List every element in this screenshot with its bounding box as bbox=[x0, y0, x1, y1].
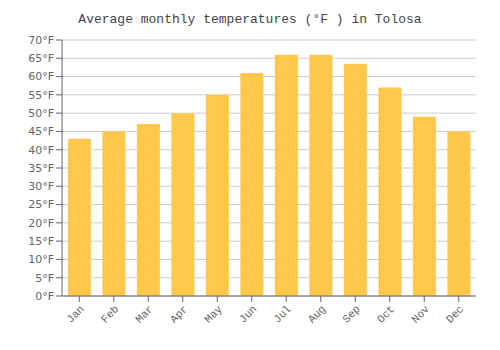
svg-text:Jun: Jun bbox=[237, 303, 259, 325]
svg-text:5°F: 5°F bbox=[35, 272, 54, 285]
svg-text:15°F: 15°F bbox=[28, 235, 54, 248]
svg-text:Mar: Mar bbox=[133, 303, 155, 325]
svg-text:Jul: Jul bbox=[271, 303, 293, 325]
svg-text:45°F: 45°F bbox=[28, 125, 54, 138]
svg-text:Nov: Nov bbox=[409, 303, 432, 326]
svg-text:25°F: 25°F bbox=[28, 198, 54, 211]
svg-text:Feb: Feb bbox=[99, 303, 121, 325]
svg-text:50°F: 50°F bbox=[28, 107, 54, 120]
svg-text:Aug: Aug bbox=[306, 303, 328, 325]
svg-text:55°F: 55°F bbox=[28, 89, 54, 102]
svg-text:65°F: 65°F bbox=[28, 52, 54, 65]
svg-text:Jan: Jan bbox=[64, 303, 86, 325]
svg-text:60°F: 60°F bbox=[28, 70, 54, 83]
html-text:Average monthly temperatures (: Average monthly temperatures (°F ) in To… bbox=[78, 12, 422, 27]
svg-text:70°F: 70°F bbox=[28, 34, 54, 47]
svg-text:Sep: Sep bbox=[340, 303, 362, 325]
svg-text:Apr: Apr bbox=[168, 303, 190, 325]
svg-text:30°F: 30°F bbox=[28, 180, 54, 193]
svg-text:Oct: Oct bbox=[375, 303, 397, 325]
svg-text:35°F: 35°F bbox=[28, 162, 54, 175]
svg-text:10°F: 10°F bbox=[28, 253, 54, 266]
svg-text:Dec: Dec bbox=[444, 303, 466, 325]
svg-text:May: May bbox=[202, 303, 225, 326]
svg-text:40°F: 40°F bbox=[28, 144, 54, 157]
svg-text:20°F: 20°F bbox=[28, 217, 54, 230]
svg-text:0°F: 0°F bbox=[35, 290, 54, 303]
